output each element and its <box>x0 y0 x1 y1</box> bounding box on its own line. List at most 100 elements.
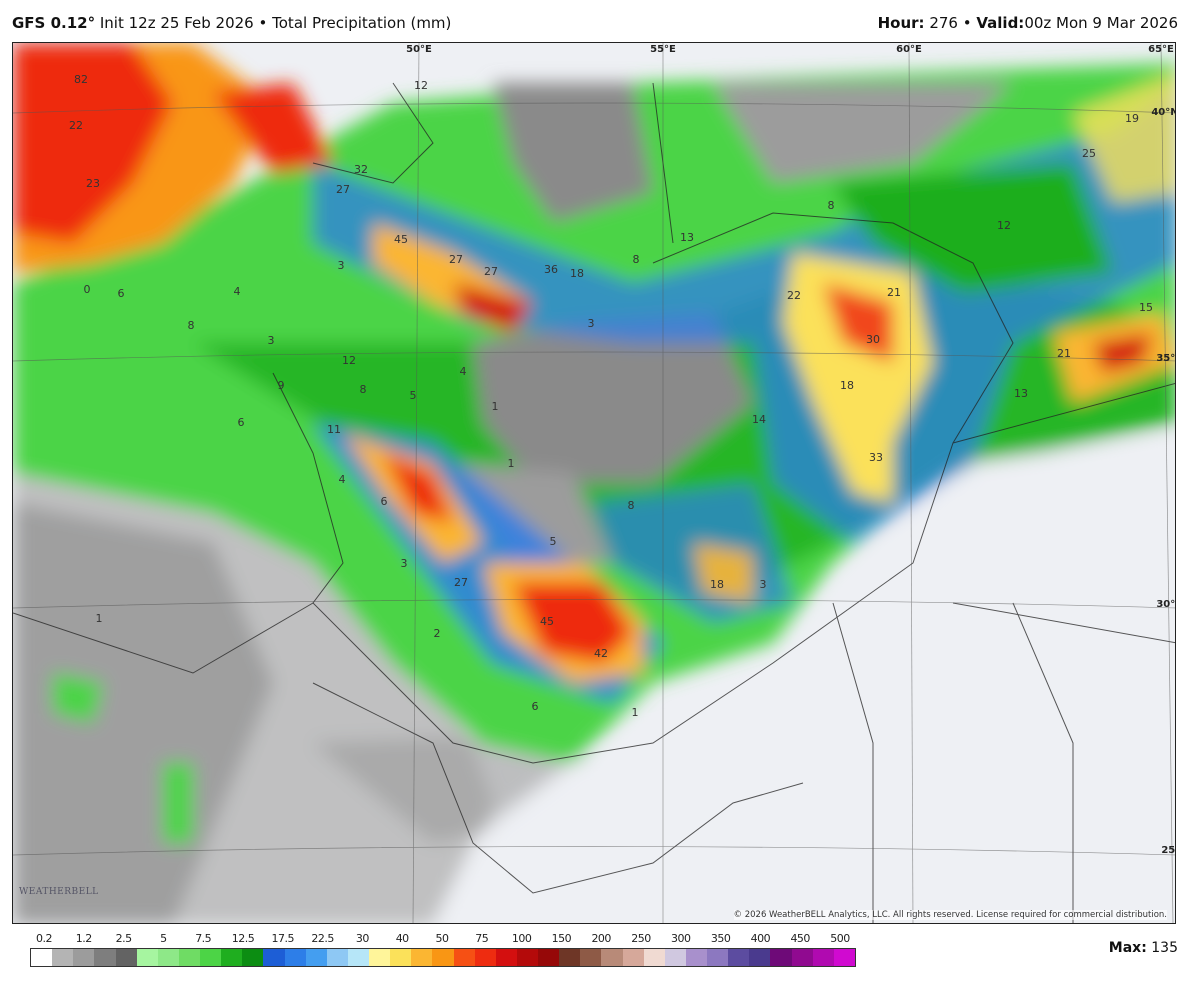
precip-value-label: 5 <box>410 389 417 402</box>
color-swatch <box>559 949 581 966</box>
hour-label: Hour: <box>877 14 925 32</box>
precip-value-label: 0 <box>84 283 91 296</box>
legend-tick-label: 500 <box>830 932 850 945</box>
legend-tick-label: 150 <box>551 932 572 945</box>
legend-tick-label: 100 <box>511 932 532 945</box>
legend-tick-label: 40 <box>395 932 410 945</box>
precip-value-label: 42 <box>594 647 608 660</box>
graticule-label: 40°N <box>1151 107 1176 118</box>
precip-value-label: 27 <box>336 183 350 196</box>
color-swatch <box>94 949 116 966</box>
max-number: 135 <box>1151 940 1178 956</box>
weatherbell-logo: WEATHERBELL <box>19 887 99 897</box>
color-swatch <box>31 949 53 966</box>
precip-value-label: 1 <box>96 612 103 625</box>
color-swatch <box>369 949 391 966</box>
color-swatch <box>791 949 813 966</box>
color-swatch <box>707 949 729 966</box>
color-swatch <box>347 949 369 966</box>
precipitation-map[interactable]: 82 22 23 12 32 27 45 27 27 36 18 8 13 8 12 22 21 30 18 14 33… <box>12 42 1176 924</box>
legend-tick-label: 200 <box>591 932 611 945</box>
graticule-label: 30°N <box>1156 599 1176 610</box>
precip-value-label: 21 <box>1057 347 1071 360</box>
forecast-hour: 276 <box>929 14 958 32</box>
separator: • <box>258 14 268 32</box>
legend-tick-label: 50 <box>435 932 450 945</box>
color-swatch <box>157 949 179 966</box>
precip-value-label: 3 <box>401 557 408 570</box>
color-swatch <box>749 949 771 966</box>
precip-value-label: 1 <box>492 400 499 413</box>
precip-value-label: 5 <box>550 535 557 548</box>
color-swatch <box>432 949 454 966</box>
precip-value-label: 27 <box>484 265 498 278</box>
precip-value-label: 23 <box>86 177 100 190</box>
precip-value-label: 27 <box>454 576 468 589</box>
legend-tick-label: 12.5 <box>231 932 255 945</box>
precip-value-label: 12 <box>414 79 428 92</box>
precip-value-label: 9 <box>278 379 285 392</box>
legend-tick-label: 400 <box>750 932 771 945</box>
precip-value-label: 3 <box>588 317 595 330</box>
precip-value-label: 30 <box>866 333 880 346</box>
color-swatch <box>242 949 264 966</box>
color-swatch <box>495 949 517 966</box>
precip-value-label: 22 <box>787 289 801 302</box>
color-swatch <box>305 949 327 966</box>
color-swatch <box>136 949 158 966</box>
precip-value-label: 15 <box>1139 301 1153 314</box>
precip-value-label: 11 <box>327 423 341 436</box>
color-swatch <box>52 949 74 966</box>
field-name: Total Precipitation (mm) <box>272 14 452 32</box>
color-swatch <box>812 949 834 966</box>
precip-value-label: 19 <box>1125 112 1139 125</box>
color-swatch <box>474 949 496 966</box>
precip-value-label: 22 <box>69 119 83 132</box>
legend-tick-label: 30 <box>355 932 370 945</box>
precip-value-label: 3 <box>338 259 345 272</box>
color-swatch <box>326 949 348 966</box>
init-time: Init 12z 25 Feb 2026 <box>99 14 254 32</box>
color-swatch <box>664 949 686 966</box>
color-swatch <box>770 949 792 966</box>
color-swatch <box>284 949 306 966</box>
color-swatch <box>73 949 95 966</box>
precip-value-label: 8 <box>360 383 367 396</box>
color-scale <box>30 948 856 967</box>
color-swatch <box>643 949 665 966</box>
precip-value-label: 82 <box>74 73 88 86</box>
color-swatch <box>178 949 200 966</box>
precip-value-label: 21 <box>887 286 901 299</box>
color-swatch <box>453 949 475 966</box>
precip-value-label: 1 <box>632 706 639 719</box>
legend-tick-label: 75 <box>475 932 489 945</box>
model-name: GFS 0.12° <box>12 14 96 32</box>
valid-time: Hour: 276 • Valid:00z Mon 9 Mar 2026 <box>878 14 1178 32</box>
valid-label: Valid: <box>976 14 1025 32</box>
color-swatch <box>390 949 412 966</box>
separator: • <box>962 14 972 32</box>
precip-value-label: 3 <box>760 578 767 591</box>
graticule-label: 25°N <box>1161 845 1176 856</box>
legend-tick-label: 1.2 <box>75 932 93 945</box>
precip-value-label: 13 <box>1014 387 1028 400</box>
precip-value-label: 2 <box>434 627 441 640</box>
legend-tick-label: 250 <box>631 932 651 945</box>
graticule-label: 60°E <box>896 44 922 55</box>
legend-tick-label: 22.5 <box>311 932 334 945</box>
graticule-label: 50°E <box>406 44 432 55</box>
graticule <box>13 43 1175 923</box>
precip-value-label: 45 <box>540 615 554 628</box>
precip-value-label: 8 <box>628 499 635 512</box>
max-value: Max: 135 <box>1109 940 1178 956</box>
precip-value-label: 6 <box>532 700 539 713</box>
legend-ticks: 0.2 1.2 2.5 5 7.5 12.5 17.5 22.5 30 40 50 75 100 150 2… <box>30 932 854 946</box>
graticule-label: 55°E <box>650 44 676 55</box>
legend-tick-label: 450 <box>790 932 810 945</box>
legend-tick-label: 300 <box>671 932 691 945</box>
precip-value-label: 6 <box>381 495 388 508</box>
color-swatch <box>221 949 243 966</box>
precip-value-label: 12 <box>342 354 356 367</box>
max-label: Max: <box>1108 940 1147 956</box>
legend-tick-label: 7.5 <box>195 932 212 945</box>
